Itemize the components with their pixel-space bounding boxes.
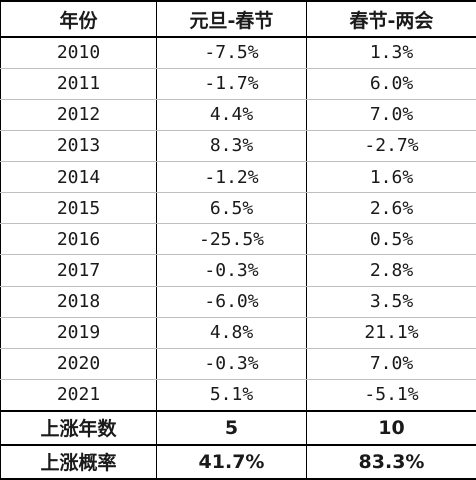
table-row: 2016 -25.5% 0.5%: [0, 223, 476, 256]
table-row: 2018 -6.0% 3.5%: [0, 286, 476, 318]
year-rows: 2010 -7.5% 1.3% 2011 -1.7% 6.0% 2012 4.4% 7.0%…: [0, 37, 476, 412]
header-springfestival-twosessions: 春节-两会: [306, 0, 476, 38]
header-year: 年份: [0, 0, 157, 38]
return-cell-a: -1.2%: [156, 161, 307, 194]
table-row: 2015 6.5% 2.6%: [0, 192, 476, 225]
year-cell: 2014: [0, 161, 157, 194]
table-row: 2012 4.4% 7.0%: [0, 99, 476, 131]
year-cell: 2013: [0, 130, 157, 163]
return-cell-b: 7.0%: [306, 348, 476, 381]
table-row: 2019 4.8% 21.1%: [0, 317, 476, 349]
summary-value-b: 10: [306, 409, 476, 446]
year-cell: 2020: [0, 348, 157, 381]
year-cell: 2019: [0, 317, 157, 349]
return-cell-a: -25.5%: [156, 223, 307, 256]
return-cell-b: 6.0%: [306, 68, 476, 100]
return-cell-a: 5.1%: [156, 379, 307, 412]
year-cell: 2011: [0, 68, 157, 100]
return-cell-b: 2.8%: [306, 254, 476, 287]
return-cell-a: 8.3%: [156, 130, 307, 163]
summary-value-a: 41.7%: [156, 444, 307, 480]
table-row: 2021 5.1% -5.1%: [0, 379, 476, 412]
year-cell: 2010: [0, 37, 157, 69]
header-row: 年份 元旦-春节 春节-两会: [0, 0, 476, 38]
year-cell: 2017: [0, 254, 157, 287]
return-cell-b: -5.1%: [306, 379, 476, 412]
summary-label: 上涨概率: [0, 444, 157, 480]
return-cell-a: 6.5%: [156, 192, 307, 225]
return-cell-b: 2.6%: [306, 192, 476, 225]
year-cell: 2021: [0, 379, 157, 412]
return-cell-b: 1.6%: [306, 161, 476, 194]
return-cell-b: 3.5%: [306, 286, 476, 318]
year-cell: 2012: [0, 99, 157, 131]
return-cell-a: -1.7%: [156, 68, 307, 100]
return-cell-a: -0.3%: [156, 348, 307, 381]
return-cell-b: -2.7%: [306, 130, 476, 163]
summary-row-up-probability: 上涨概率 41.7% 83.3%: [0, 444, 476, 480]
year-cell: 2018: [0, 286, 157, 318]
return-cell-a: 4.8%: [156, 317, 307, 349]
year-cell: 2016: [0, 223, 157, 256]
return-cell-b: 0.5%: [306, 223, 476, 256]
table-row: 2013 8.3% -2.7%: [0, 130, 476, 163]
return-cell-a: 4.4%: [156, 99, 307, 131]
year-cell: 2015: [0, 192, 157, 225]
table-row: 2014 -1.2% 1.6%: [0, 161, 476, 194]
return-cell-b: 21.1%: [306, 317, 476, 349]
summary-row-up-years: 上涨年数 5 10: [0, 409, 476, 446]
table-row: 2020 -0.3% 7.0%: [0, 348, 476, 381]
return-cell-a: -0.3%: [156, 254, 307, 287]
table-row: 2010 -7.5% 1.3%: [0, 37, 476, 69]
return-cell-b: 1.3%: [306, 37, 476, 69]
summary-value-a: 5: [156, 409, 307, 446]
table-row: 2011 -1.7% 6.0%: [0, 68, 476, 100]
header-newyear-springfestival: 元旦-春节: [156, 0, 307, 38]
return-cell-a: -7.5%: [156, 37, 307, 69]
return-cell-a: -6.0%: [156, 286, 307, 318]
return-cell-b: 7.0%: [306, 99, 476, 131]
summary-value-b: 83.3%: [306, 444, 476, 480]
table-row: 2017 -0.3% 2.8%: [0, 254, 476, 287]
summary-label: 上涨年数: [0, 409, 157, 446]
summary-rows: 上涨年数 5 10 上涨概率 41.7% 83.3%: [0, 409, 476, 480]
